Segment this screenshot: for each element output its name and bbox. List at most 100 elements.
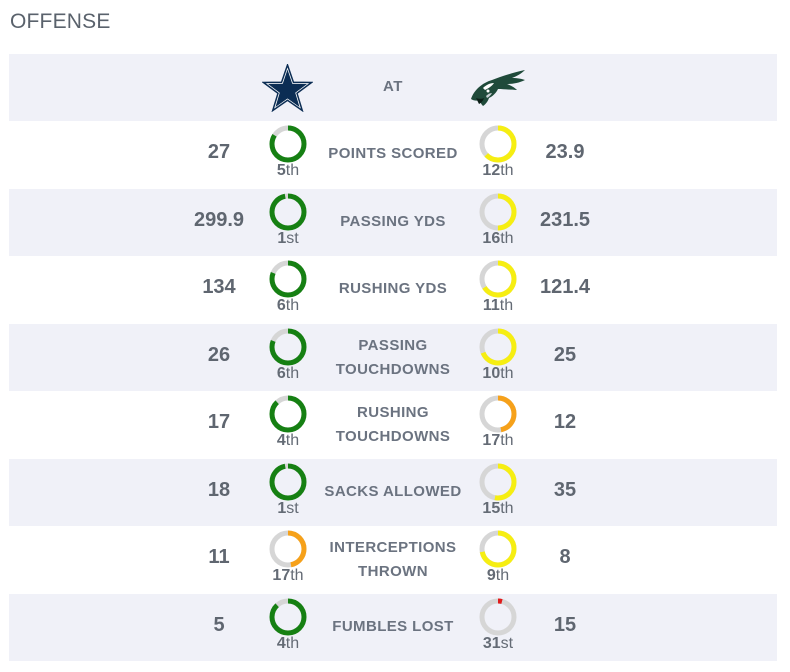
right-rank: 31st <box>468 635 528 653</box>
home-rank-ring <box>269 463 307 500</box>
stat-row: 299.9 1st PASSING YDS 16th 231.5 <box>9 188 777 256</box>
right-rank-number: 11 <box>482 297 500 314</box>
away-stat-value: 12 <box>553 411 577 433</box>
ring-fill <box>479 260 517 298</box>
ring-fill <box>479 125 517 163</box>
stat-label: PASSING TOUCHDOWNS <box>309 334 477 382</box>
left-rank: 17th <box>258 567 318 585</box>
offense-comparison-table: AT 27 5th POINTS SCORED 12th 23.9 299.9 1st PAS… <box>9 54 777 661</box>
home-stat-value: 26 <box>207 343 231 366</box>
away-stat-value: 35 <box>553 478 577 501</box>
left-rank-suffix: th <box>290 567 304 584</box>
ring-fill <box>479 193 517 230</box>
left-rank: 5th <box>258 162 318 180</box>
left-rank: 4th <box>258 635 318 653</box>
left-rank-number: 6 <box>276 364 286 382</box>
section-title: OFFENSE <box>10 10 111 33</box>
away-rank-ring <box>479 193 517 230</box>
away-rank-ring <box>479 260 517 298</box>
ring-fill <box>269 463 307 500</box>
stat-row: 5 4th FUMBLES LOST 31st 15 <box>9 593 777 661</box>
at-label: AT <box>383 78 403 95</box>
left-rank-number: 4 <box>276 432 286 449</box>
home-stat-value: 11 <box>208 546 230 568</box>
stat-rows: 27 5th POINTS SCORED 12th 23.9 299.9 1st PASSIN… <box>9 121 777 661</box>
away-stat-value: 25 <box>553 343 577 366</box>
away-rank-ring <box>479 598 517 635</box>
ring-fill <box>269 598 307 635</box>
home-rank-ring <box>269 328 307 365</box>
right-rank-suffix: th <box>500 162 514 179</box>
right-rank-number: 16 <box>482 229 501 247</box>
home-rank-ring <box>269 530 307 568</box>
right-rank-suffix: th <box>500 229 514 247</box>
stat-label-line: TOUCHDOWNS <box>335 428 451 445</box>
left-rank: 1st <box>258 230 318 248</box>
ring-fill <box>269 530 307 568</box>
right-rank: 9th <box>468 567 528 585</box>
ring-fill <box>269 260 307 298</box>
stat-label: RUSHING YDS <box>338 280 448 297</box>
left-rank: 4th <box>258 432 318 450</box>
right-rank-number: 10 <box>482 364 501 382</box>
right-rank: 17th <box>468 432 528 450</box>
left-rank: 6th <box>258 365 318 383</box>
right-rank: 10th <box>468 365 528 383</box>
matchup-header: AT <box>9 54 777 121</box>
ring-fill <box>269 193 307 230</box>
home-stat-value: 18 <box>207 478 231 501</box>
left-rank-number: 6 <box>276 297 286 314</box>
ring-track <box>479 598 517 635</box>
away-stat-value: 15 <box>553 613 577 636</box>
left-rank-suffix: th <box>285 162 300 179</box>
stat-label: SACKS ALLOWED <box>324 482 462 500</box>
away-stat-value: 23.9 <box>545 141 585 163</box>
right-rank-number: 15 <box>482 499 501 517</box>
ring-fill <box>479 328 517 365</box>
stat-row: 17 4th RUSHING TOUCHDOWNS 17th 12 <box>9 391 777 459</box>
away-rank-ring <box>479 395 517 433</box>
right-rank: 11th <box>468 297 528 315</box>
left-rank-number: 17 <box>272 567 291 584</box>
left-rank-suffix: st <box>286 229 299 247</box>
stat-label: FUMBLES LOST <box>332 617 454 635</box>
away-stat-value: 8 <box>559 546 571 568</box>
right-rank-number: 17 <box>482 432 501 449</box>
home-rank-ring <box>269 598 307 635</box>
ring-fill <box>269 395 307 433</box>
left-rank: 1st <box>258 500 318 518</box>
left-rank-number: 1 <box>277 499 287 517</box>
home-rank-ring <box>269 193 307 230</box>
away-rank-ring <box>479 463 517 500</box>
stat-label-line: RUSHING <box>357 404 429 421</box>
right-rank: 16th <box>468 230 528 248</box>
right-rank-suffix: th <box>500 499 514 517</box>
ring-fill <box>269 328 307 365</box>
left-rank-number: 1 <box>277 229 287 247</box>
right-rank-suffix: th <box>499 297 514 314</box>
right-rank-suffix: th <box>500 432 514 449</box>
dallas-cowboys-star-icon[interactable] <box>262 64 313 112</box>
left-rank-suffix: st <box>286 499 299 517</box>
left-rank-suffix: th <box>285 432 300 449</box>
ring-fill <box>479 463 517 500</box>
stat-label: PASSING YDS <box>340 212 446 230</box>
home-stat-value: 27 <box>207 141 231 163</box>
stat-label-line: TOUCHDOWNS <box>335 360 451 378</box>
ring-fill <box>479 530 517 568</box>
right-rank-number: 31 <box>482 634 501 652</box>
away-stat-value: 121.4 <box>539 276 591 298</box>
ring-fill <box>479 395 517 433</box>
right-rank-suffix: th <box>500 364 514 382</box>
left-rank: 6th <box>258 297 318 315</box>
philadelphia-eagles-icon[interactable] <box>469 68 527 108</box>
away-rank-ring <box>479 530 517 568</box>
away-rank-ring <box>479 125 517 163</box>
stat-label: RUSHING TOUCHDOWNS <box>309 401 477 449</box>
left-rank-suffix: th <box>285 297 300 314</box>
away-stat-value: 231.5 <box>539 208 591 231</box>
home-stat-value: 5 <box>213 613 225 636</box>
home-stat-value: 17 <box>207 411 231 433</box>
right-rank-suffix: th <box>495 567 510 584</box>
stat-row: 27 5th POINTS SCORED 12th 23.9 <box>9 121 777 189</box>
